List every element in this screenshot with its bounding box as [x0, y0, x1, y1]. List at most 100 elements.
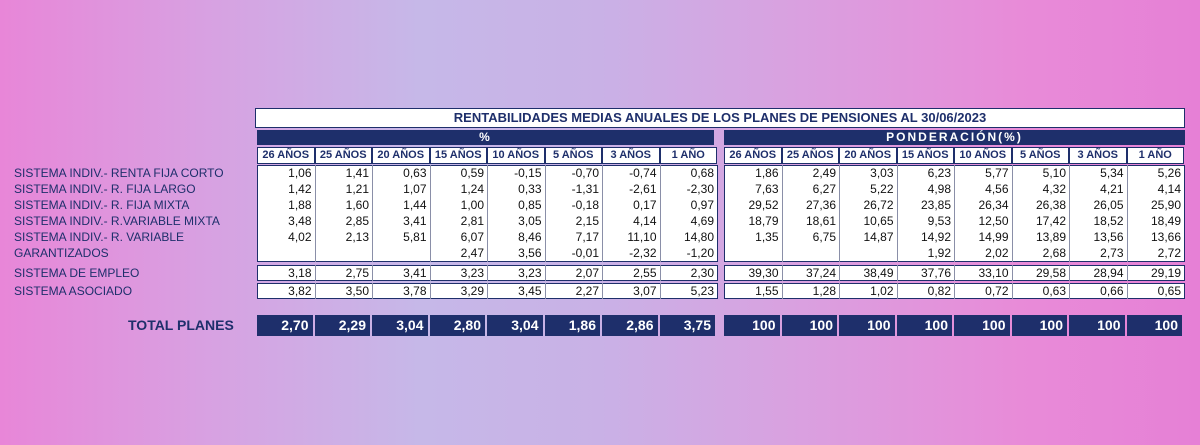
pct-cell [315, 246, 373, 260]
pct-cell: 2,27 [575, 284, 599, 298]
pond-cell: 1,55 [755, 284, 779, 298]
pond-cell: 1,28 [812, 284, 836, 298]
pct-cell: 3,45 [518, 284, 542, 298]
column-divider [1126, 165, 1128, 262]
pond-cell: 4,14 [1157, 182, 1181, 196]
column-divider [781, 283, 783, 299]
column-divider [954, 165, 955, 262]
pond-cell: 25,90 [1150, 198, 1181, 212]
pct-cell: -2,61 [629, 182, 657, 196]
pct-cell: 1,24 [460, 182, 484, 196]
pct-cell: 1,88 [288, 198, 312, 212]
column-divider [429, 283, 431, 299]
column-divider [781, 265, 783, 281]
column-divider [602, 165, 603, 262]
column-header: 26 AÑOS [257, 147, 315, 164]
pond-cell: 7,63 [755, 182, 779, 196]
total-label: TOTAL PLANES [128, 317, 234, 333]
column-header: 1 AÑO [1126, 147, 1184, 164]
column-divider [487, 165, 488, 262]
pond-cell: 28,94 [1093, 266, 1124, 280]
pond-cell [839, 246, 897, 260]
column-divider [314, 283, 316, 299]
pond-cell: 0,72 [985, 284, 1009, 298]
pond-cell: 4,32 [1042, 182, 1066, 196]
column-header: 20 AÑOS [372, 147, 430, 164]
column-divider [372, 165, 373, 262]
column-divider [314, 265, 316, 281]
pct-cell: -0,01 [571, 246, 599, 260]
column-divider [1069, 265, 1070, 281]
pond-cell: 5,34 [1100, 166, 1124, 180]
pond-cell: 10,65 [863, 214, 894, 228]
row-label: SISTEMA ASOCIADO [14, 284, 133, 298]
pond-cell: 23,85 [920, 198, 951, 212]
pct-cell: 1,00 [460, 198, 484, 212]
column-divider [602, 283, 603, 299]
pct-cell: 0,63 [403, 166, 427, 180]
total-pct-cell: 2,29 [314, 315, 370, 336]
pond-cell: 27,36 [805, 198, 836, 212]
pond-cell: 2,49 [812, 166, 836, 180]
pond-cell: 37,76 [920, 266, 951, 280]
column-header: 1 AÑO [659, 147, 717, 164]
pct-cell: 0,85 [518, 198, 542, 212]
pct-cell: 14,80 [683, 230, 714, 244]
pond-cell: 5,26 [1157, 166, 1181, 180]
pond-cell: 12,50 [978, 214, 1009, 228]
column-header: 15 AÑOS [896, 147, 954, 164]
pond-cell: 18,49 [1150, 214, 1181, 228]
pond-cell: 26,72 [863, 198, 894, 212]
pond-cell: 13,66 [1150, 230, 1181, 244]
pct-cell: 2,81 [460, 214, 484, 228]
column-header: 3 AÑOS [602, 147, 660, 164]
column-divider [429, 165, 431, 262]
column-divider [954, 283, 955, 299]
pct-cell: -2,32 [629, 246, 657, 260]
pond-cell: 29,58 [1035, 266, 1066, 280]
pct-cell: 6,07 [460, 230, 484, 244]
pct-cell: 1,06 [288, 166, 312, 180]
pond-cell: 5,77 [985, 166, 1009, 180]
pond-cell: 17,42 [1035, 214, 1066, 228]
column-divider [781, 165, 783, 262]
pct-cell: 2,07 [575, 266, 599, 280]
pct-cell: 3,23 [460, 266, 484, 280]
column-divider [487, 265, 488, 281]
pct-cell: 2,30 [690, 266, 714, 280]
pond-cell: 6,27 [812, 182, 836, 196]
total-pond-cell: 100 [896, 315, 952, 336]
total-pond-cell: 100 [1069, 315, 1125, 336]
column-divider [429, 265, 431, 281]
column-divider [544, 283, 546, 299]
pond-cell: 4,21 [1100, 182, 1124, 196]
pond-cell: 5,10 [1042, 166, 1066, 180]
row-label: SISTEMA INDIV.- R. FIJA MIXTA [14, 198, 190, 212]
pond-cell: 14,92 [920, 230, 951, 244]
pond-cell: 14,99 [978, 230, 1009, 244]
column-divider [659, 283, 661, 299]
pond-cell: 13,56 [1093, 230, 1124, 244]
pond-cell: 18,52 [1093, 214, 1124, 228]
column-divider [487, 283, 488, 299]
pct-cell: 0,97 [690, 198, 714, 212]
total-pct-cell: 3,04 [487, 315, 543, 336]
pct-cell: 3,50 [345, 284, 369, 298]
pct-cell: 4,69 [690, 214, 714, 228]
pond-cell: 18,79 [748, 214, 779, 228]
total-pct-cell: 3,75 [659, 315, 715, 336]
pond-cell [724, 246, 782, 260]
pct-cell: 2,47 [460, 246, 484, 260]
pond-cell: 14,87 [863, 230, 894, 244]
pct-cell: -0,74 [629, 166, 657, 180]
pct-cell: 7,17 [575, 230, 599, 244]
pct-cell: -0,18 [571, 198, 599, 212]
pct-cell: -1,20 [686, 246, 714, 260]
column-header: 3 AÑOS [1069, 147, 1127, 164]
pond-cell: 0,82 [927, 284, 951, 298]
pond-cell: 33,10 [978, 266, 1009, 280]
pct-cell: 4,02 [288, 230, 312, 244]
pond-cell: 26,38 [1035, 198, 1066, 212]
total-pct-cell: 2,80 [429, 315, 485, 336]
column-divider [602, 265, 603, 281]
